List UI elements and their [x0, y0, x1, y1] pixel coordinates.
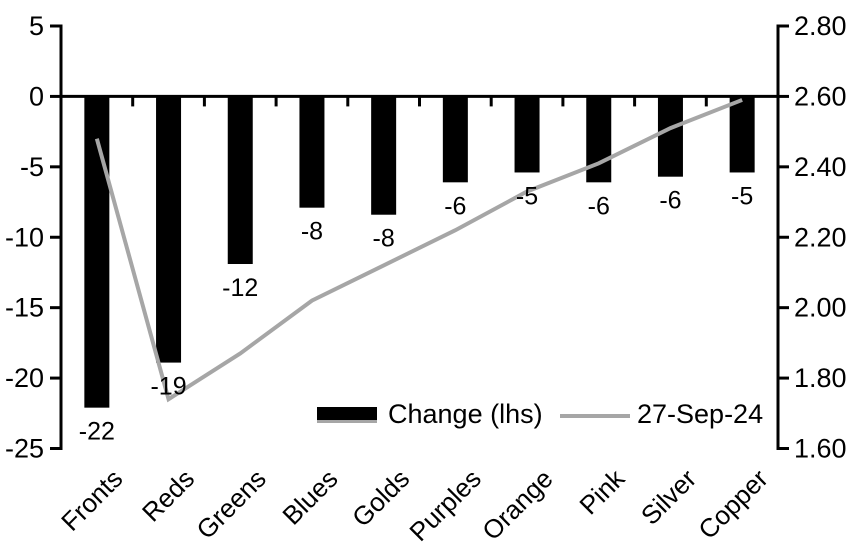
category-label: Silver	[635, 463, 702, 530]
bar-data-label: -5	[516, 182, 538, 210]
bar-data-label: -22	[79, 418, 115, 446]
bar-data-label: -8	[301, 218, 323, 246]
category-label: Golds	[346, 463, 415, 532]
category-label: Orange	[476, 463, 559, 546]
category-label: Purples	[403, 463, 487, 547]
legend-label-date: 27-Sep-24	[637, 399, 763, 429]
left-axis-tick-label: -10	[5, 222, 44, 252]
bar	[514, 96, 540, 173]
right-axis-tick-label: 1.80	[794, 363, 847, 393]
bar	[299, 96, 325, 208]
right-axis-tick-label: 2.20	[794, 222, 847, 252]
right-axis-tick-label: 2.80	[794, 11, 847, 41]
bar-data-label: -19	[150, 373, 186, 401]
bar-data-label: -5	[731, 182, 753, 210]
bar	[84, 96, 110, 408]
left-axis-tick-label: -15	[5, 293, 44, 323]
bar-data-label: -8	[373, 225, 395, 253]
left-axis-tick-label: 0	[29, 81, 44, 111]
bar	[227, 96, 253, 265]
category-label: Greens	[190, 463, 272, 545]
bar	[586, 96, 612, 183]
category-label: Blues	[276, 463, 343, 530]
category-label: Fronts	[55, 463, 128, 536]
bar-data-label: -6	[659, 187, 681, 215]
left-axis-tick-label: -20	[5, 363, 44, 393]
bar	[729, 96, 755, 173]
legend-bar-swatch	[317, 407, 377, 420]
right-axis-tick-label: 2.00	[794, 293, 847, 323]
bar	[442, 96, 468, 183]
category-label: Pink	[573, 463, 631, 521]
bar-data-label: -12	[222, 274, 258, 302]
bar	[371, 96, 397, 215]
line-series-group	[94, 98, 743, 403]
axes-group: 5 0 -5 -10 -15 -20 -25 2.80 2.60 2.40 2.20 2.00 1.80…	[5, 11, 847, 464]
bar-series-group	[84, 96, 755, 408]
right-axis-tick-label: 1.60	[794, 434, 847, 464]
bar-data-label: -6	[588, 192, 610, 220]
left-axis-tick-label: 5	[29, 11, 44, 41]
category-label: Copper	[692, 463, 774, 545]
bar-data-label: -6	[444, 192, 466, 220]
category-label: Reds	[136, 463, 200, 527]
line-series	[94, 98, 743, 403]
chart-legend: Change (lhs) 27-Sep-24	[317, 399, 763, 429]
right-axis-tick-label: 2.40	[794, 152, 847, 182]
legend-label-change: Change (lhs)	[388, 399, 543, 429]
left-axis-tick-label: -5	[20, 152, 44, 182]
bar	[156, 96, 182, 363]
left-axis-tick-label: -25	[5, 434, 44, 464]
right-axis-tick-label: 2.60	[794, 81, 847, 111]
bar	[657, 96, 683, 177]
